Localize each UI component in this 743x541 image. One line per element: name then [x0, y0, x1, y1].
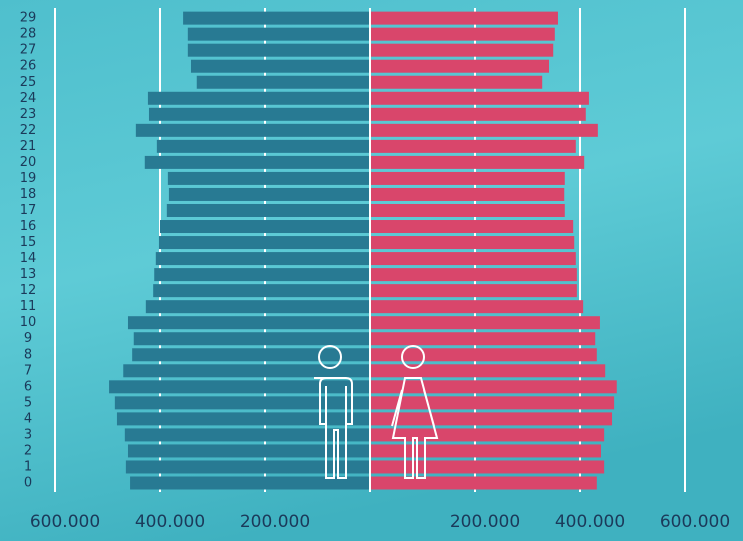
bar — [130, 476, 370, 490]
y-tick-label: 11 — [20, 299, 37, 314]
y-tick-label: 10 — [20, 315, 37, 330]
y-tick-label: 27 — [20, 43, 37, 58]
male-icon — [314, 345, 353, 479]
bar — [167, 171, 370, 185]
bar — [370, 316, 600, 330]
bar — [133, 332, 370, 346]
bar — [370, 123, 598, 137]
y-tick-label: 22 — [20, 123, 37, 138]
x-tick-label: 200.000 — [450, 512, 520, 532]
y-tick-label: 6 — [24, 379, 32, 394]
y-tick-label: 25 — [20, 75, 37, 90]
bar — [370, 59, 550, 73]
y-tick-label: 13 — [20, 267, 37, 282]
bar — [370, 380, 617, 394]
bar — [109, 380, 370, 394]
bar — [196, 75, 370, 89]
bar — [154, 268, 370, 282]
y-tick-label: 7 — [24, 363, 32, 378]
bar — [370, 332, 596, 346]
y-tick-label: 0 — [24, 476, 32, 491]
bar — [370, 11, 558, 25]
bar — [166, 203, 370, 217]
bar — [187, 27, 370, 41]
bar — [132, 348, 370, 362]
bar — [125, 460, 370, 474]
bar — [370, 364, 606, 378]
y-tick-label: 16 — [20, 219, 37, 234]
bar — [123, 364, 370, 378]
y-tick-label: 28 — [20, 27, 37, 42]
bar — [370, 220, 574, 234]
bar — [370, 203, 565, 217]
bar — [124, 428, 370, 442]
bar — [370, 236, 575, 250]
bar — [370, 107, 586, 121]
bar — [370, 187, 565, 201]
bar — [370, 252, 576, 266]
bar — [145, 300, 370, 314]
bar — [187, 43, 370, 57]
bar — [144, 155, 370, 169]
bar — [148, 107, 370, 121]
y-tick-label: 2 — [24, 443, 32, 458]
bar — [370, 476, 597, 490]
bar — [370, 460, 605, 474]
bar — [370, 300, 584, 314]
bar — [370, 284, 577, 298]
bar — [370, 396, 615, 410]
bar — [370, 171, 565, 185]
x-tick-label: 600.000 — [30, 512, 100, 532]
y-tick-label: 17 — [20, 203, 37, 218]
bar — [183, 11, 370, 25]
bar — [370, 43, 554, 57]
y-tick-label: 24 — [20, 91, 37, 106]
y-tick-label: 29 — [20, 11, 37, 26]
y-tick-label: 4 — [24, 411, 32, 426]
y-tick-label: 14 — [20, 251, 37, 266]
y-tick-label: 21 — [20, 139, 37, 154]
bar — [370, 268, 577, 282]
bar — [147, 91, 370, 105]
y-tick-label: 9 — [24, 331, 32, 346]
female-icon — [391, 345, 439, 479]
bar — [370, 155, 585, 169]
bar — [370, 139, 576, 153]
bar — [370, 27, 555, 41]
x-tick-label: 400.000 — [135, 512, 205, 532]
bar — [155, 252, 370, 266]
y-tick-label: 1 — [24, 459, 32, 474]
y-tick-label: 18 — [20, 187, 37, 202]
bar — [370, 444, 601, 458]
bar — [370, 75, 543, 89]
bar — [190, 59, 370, 73]
x-tick-label: 600.000 — [660, 512, 730, 532]
y-tick-label: 15 — [20, 235, 37, 250]
y-tick-label: 12 — [20, 283, 37, 298]
bar — [116, 412, 370, 426]
y-tick-label: 26 — [20, 59, 37, 74]
bar — [158, 236, 370, 250]
x-tick-label: 400.000 — [555, 512, 625, 532]
bar — [370, 412, 613, 426]
y-tick-label: 19 — [20, 171, 37, 186]
bar — [153, 284, 370, 298]
bar — [127, 316, 370, 330]
bar — [370, 91, 589, 105]
y-tick-label: 3 — [24, 427, 32, 442]
y-tick-label: 8 — [24, 347, 32, 362]
bar — [127, 444, 370, 458]
bar — [156, 139, 370, 153]
bar — [114, 396, 370, 410]
y-tick-label: 23 — [20, 107, 37, 122]
y-tick-label: 5 — [24, 395, 32, 410]
bar — [160, 220, 370, 234]
x-tick-label: 200.000 — [240, 512, 310, 532]
y-tick-label: 20 — [20, 155, 37, 170]
bar — [168, 187, 370, 201]
bar — [370, 348, 597, 362]
bar — [135, 123, 370, 137]
